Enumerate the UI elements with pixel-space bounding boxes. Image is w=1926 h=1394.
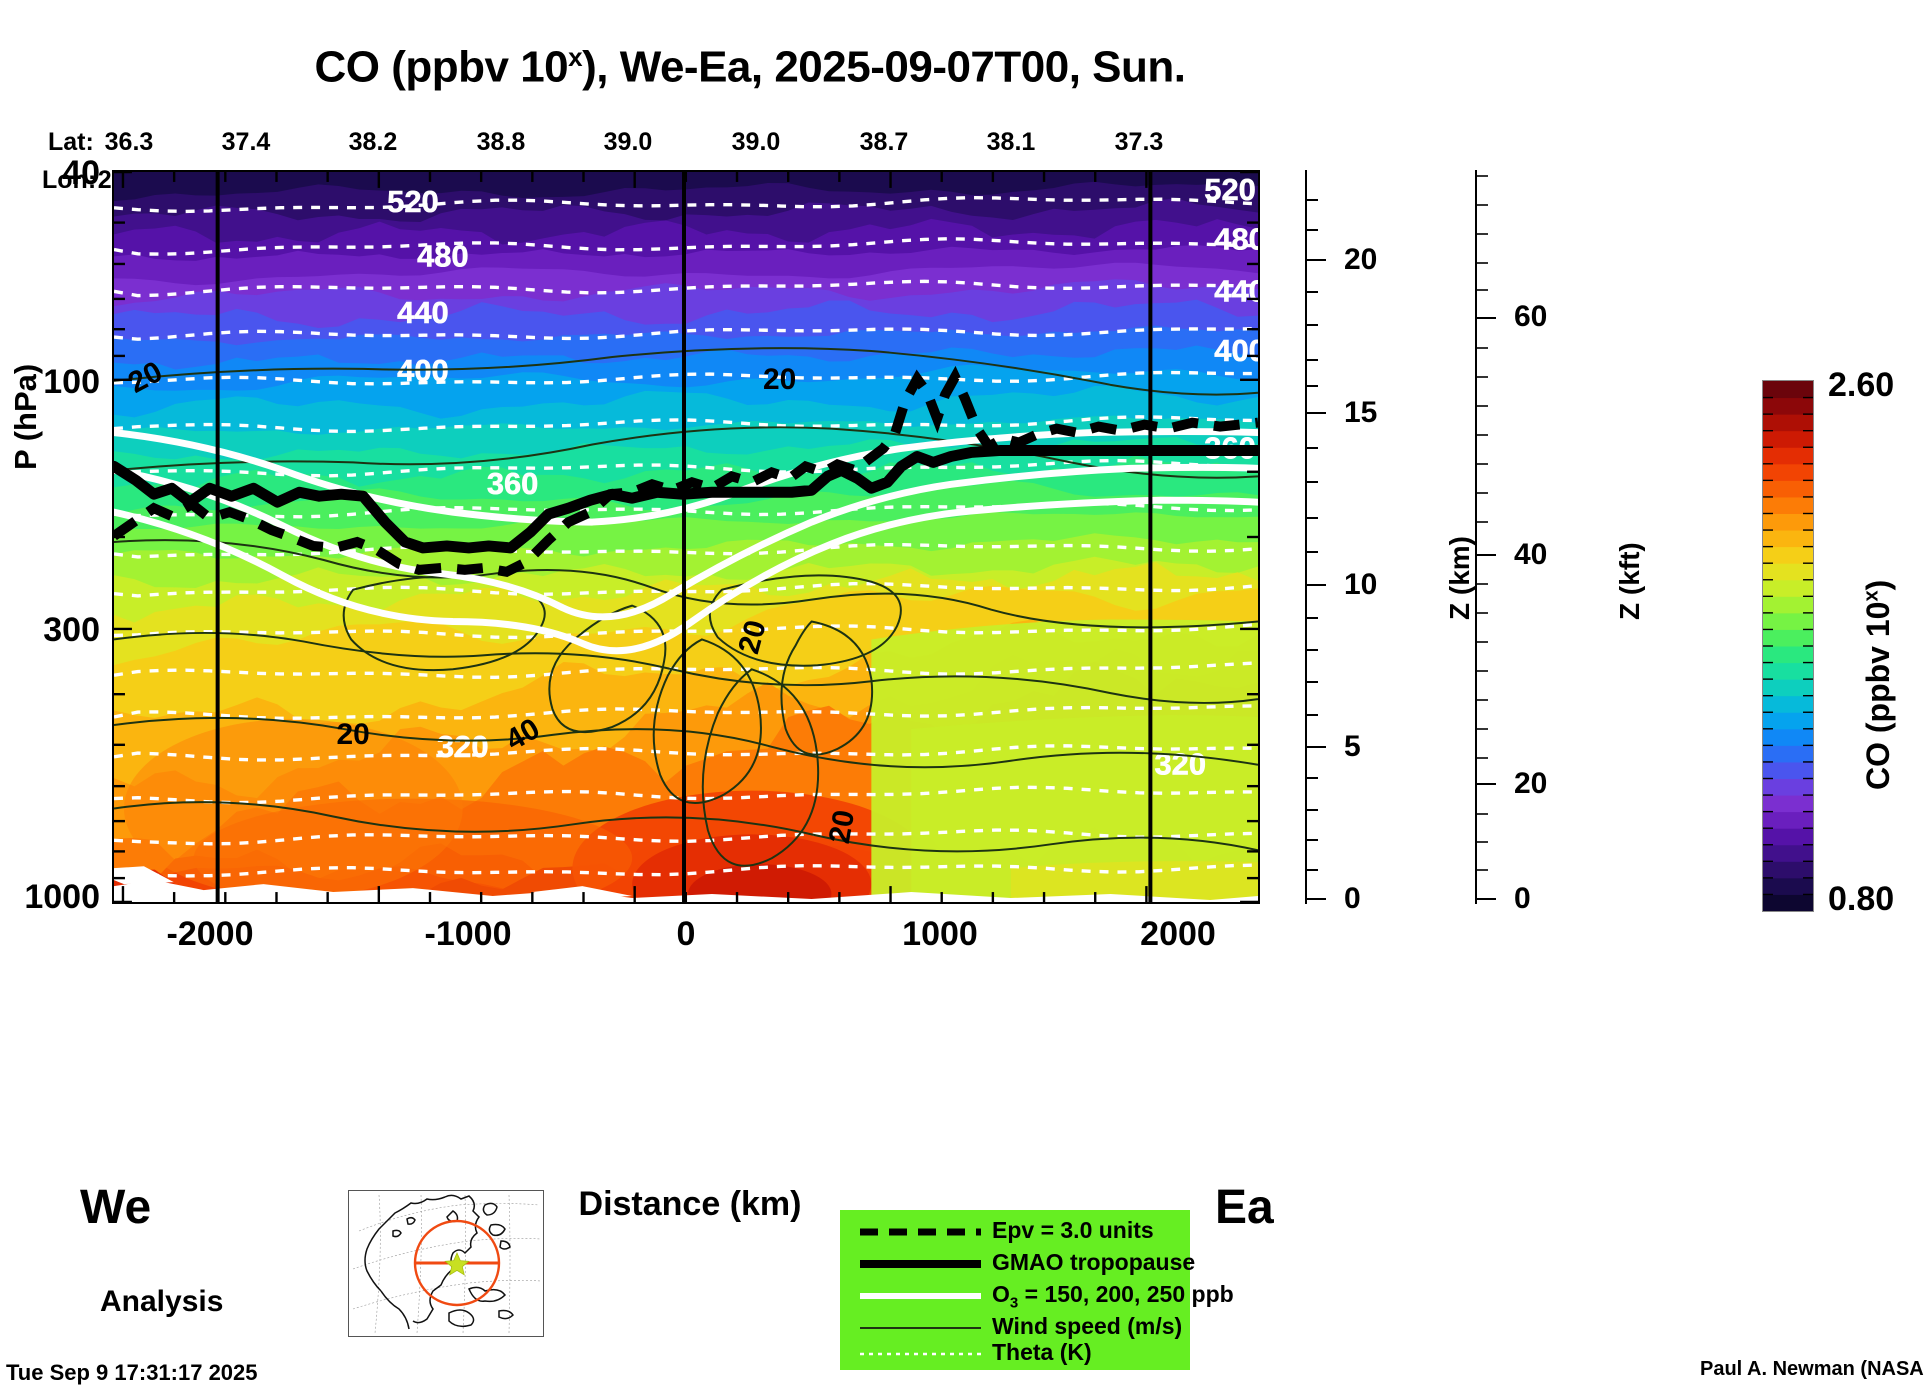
analysis-label: Analysis [100,1285,224,1318]
lat-value: 38.2 [348,128,398,156]
lat-value: 39.0 [603,128,653,156]
legend-item-tropopause[interactable]: GMAO tropopause [840,1248,1195,1280]
zkm-axis [1305,170,1326,904]
svg-text:400: 400 [1214,333,1258,368]
legend-label: GMAO tropopause [992,1249,1196,1275]
xtick: -1000 [424,915,512,953]
svg-text:440: 440 [397,295,449,330]
inset-location-map[interactable] [348,1190,544,1337]
latitude-axis-row: Lat: 36.3 37.4 38.2 38.8 39.0 39.0 38.7 … [0,128,1300,158]
ytick-zkm: 0 [1344,882,1361,915]
legend-label: Epv = 3.0 units [992,1217,1154,1243]
xtick: 1000 [902,915,978,953]
lat-value: 38.7 [859,128,909,156]
svg-text:20: 20 [337,718,370,751]
solid-thick-white-line-icon [860,1293,981,1299]
legend-item-ozone[interactable]: O3 = 150, 200, 250 ppb [840,1280,1234,1312]
svg-text:480: 480 [1214,222,1258,257]
colorbar-gradient [1763,381,1813,912]
x-axis-label: Distance (km) [578,1185,802,1223]
cross-section-plot[interactable]: 5205204804804404404004003603603203202020… [112,170,1260,904]
inset-map-graphic [349,1191,543,1336]
title-prefix: CO (ppbv 10 [314,42,569,92]
lat-value: 38.1 [986,128,1036,156]
ytick-zkft: 20 [1514,767,1548,800]
ytick-zkm: 10 [1344,568,1378,601]
ytick-zkm: 15 [1344,396,1378,429]
svg-text:520: 520 [1204,172,1256,207]
y-axis-label-zkm: Z (km) [1444,536,1475,620]
solid-thin-black-line-icon [860,1327,981,1329]
lat-value: 38.8 [476,128,526,156]
ytick-zkft: 0 [1514,882,1531,915]
legend-label: Wind speed (m/s) [992,1313,1183,1339]
legend-box[interactable]: Epv = 3.0 units GMAO tropopause O3 = 150… [840,1210,1234,1370]
colorbar-axis-label: CO (ppbv 10x) [1860,579,1896,790]
ytick-p: 300 [43,611,100,649]
svg-text:360: 360 [487,466,539,501]
legend-item-theta[interactable]: Theta (K) [840,1338,1190,1370]
latitude-label: Lat: [48,128,94,156]
longitude-label: Lon: [42,166,97,194]
legend-item-epv[interactable]: Epv = 3.0 units [840,1216,1190,1248]
timestamp-label: Tue Sep 9 17:31:17 2025 [6,1360,258,1385]
ytick-p: 100 [43,363,100,401]
west-endpoint-label: We [80,1181,152,1234]
ytick-zkft: 40 [1514,538,1548,571]
svg-text:20: 20 [823,808,861,846]
svg-text:320: 320 [1154,747,1206,782]
colorbar[interactable] [1762,380,1814,912]
ytick-p: 40 [62,154,100,192]
dotted-thin-white-line-icon [860,1352,981,1356]
east-endpoint-label: Ea [1215,1181,1274,1234]
legend-item-windspeed[interactable]: Wind speed (m/s) [840,1312,1190,1344]
svg-text:320: 320 [437,729,489,764]
svg-text:20: 20 [763,363,796,396]
ytick-zkft: 60 [1514,300,1548,333]
ytick-p: 1000 [24,878,100,916]
lat-value: 37.4 [221,128,271,156]
credit-label: Paul A. Newman (NASA [1700,1358,1924,1380]
contour-field: 5205204804804404404004003603603203202020… [114,172,1258,902]
page-title: CO (ppbv 10x), We-Ea, 2025-09-07T00, Sun… [0,42,1500,93]
xtick: -2000 [166,915,254,953]
solid-thick-black-line-icon [860,1260,981,1268]
legend-label: O3 = 150, 200, 250 ppb [992,1281,1234,1312]
svg-text:480: 480 [417,239,469,274]
dashed-thick-black-line-icon [860,1228,981,1236]
ytick-zkm: 20 [1344,243,1378,276]
y-axis-label-zkft: Z (kft) [1614,542,1645,620]
y-axis-label-pressure: P (hPa) [8,363,43,470]
xtick: 0 [676,915,696,953]
center-star-marker [444,1251,470,1276]
zkft-axis [1475,170,1496,904]
title-suffix: ), We-Ea, 2025-09-07T00, Sun. [582,42,1186,92]
ytick-zkm: 5 [1344,730,1361,763]
colorbar-min-label: 0.80 [1828,880,1895,918]
colorbar-max-label: 2.60 [1828,366,1895,404]
xtick: 2000 [1140,915,1216,953]
lat-value: 39.0 [731,128,781,156]
legend-label: Theta (K) [992,1339,1092,1365]
lat-value: 36.3 [104,128,154,156]
lat-value: 37.3 [1114,128,1164,156]
svg-text:520: 520 [387,184,439,219]
svg-text:440: 440 [1214,273,1258,308]
title-superscript: x [568,42,583,72]
